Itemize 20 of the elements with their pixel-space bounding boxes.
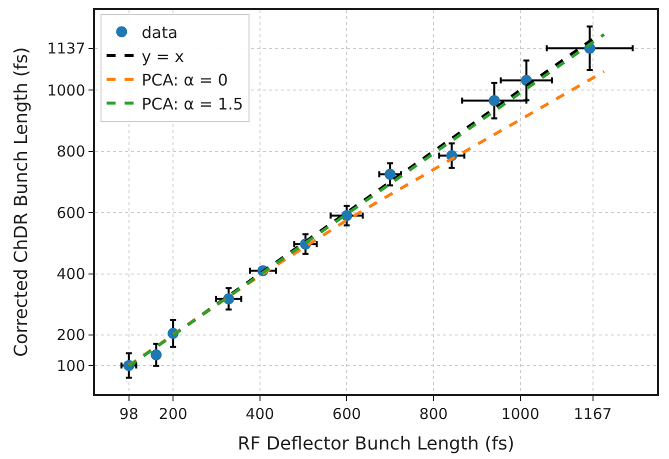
x-axis-title: RF Deflector Bunch Length (fs) [238,433,514,454]
legend-label: PCA: α = 1.5 [142,94,244,114]
y-tick-label: 600 [56,204,86,222]
x-tick-label: 600 [332,404,362,423]
y-tick-label: 1000 [47,81,86,100]
x-tick-label: 1167 [574,404,612,423]
x-tick-label: 400 [246,404,274,423]
y-tick-label: 200 [56,326,86,344]
legend-label: data [142,22,178,42]
x-tick-label: 200 [158,404,188,423]
y-tick-label: 800 [56,142,86,161]
y-axis-title: Corrected ChDR Bunch Length (fs) [10,47,32,357]
x-tick-label: 1000 [501,404,540,423]
y-tick-label: 400 [56,265,86,283]
y-tick-label: 1137 [47,40,86,58]
x-tick-label: 98 [119,404,138,423]
legend-label: PCA: α = 0 [142,70,228,90]
y-tick-label: 100 [56,356,86,375]
legend-label: y = x [142,46,184,66]
x-tick-label: 800 [419,404,448,423]
